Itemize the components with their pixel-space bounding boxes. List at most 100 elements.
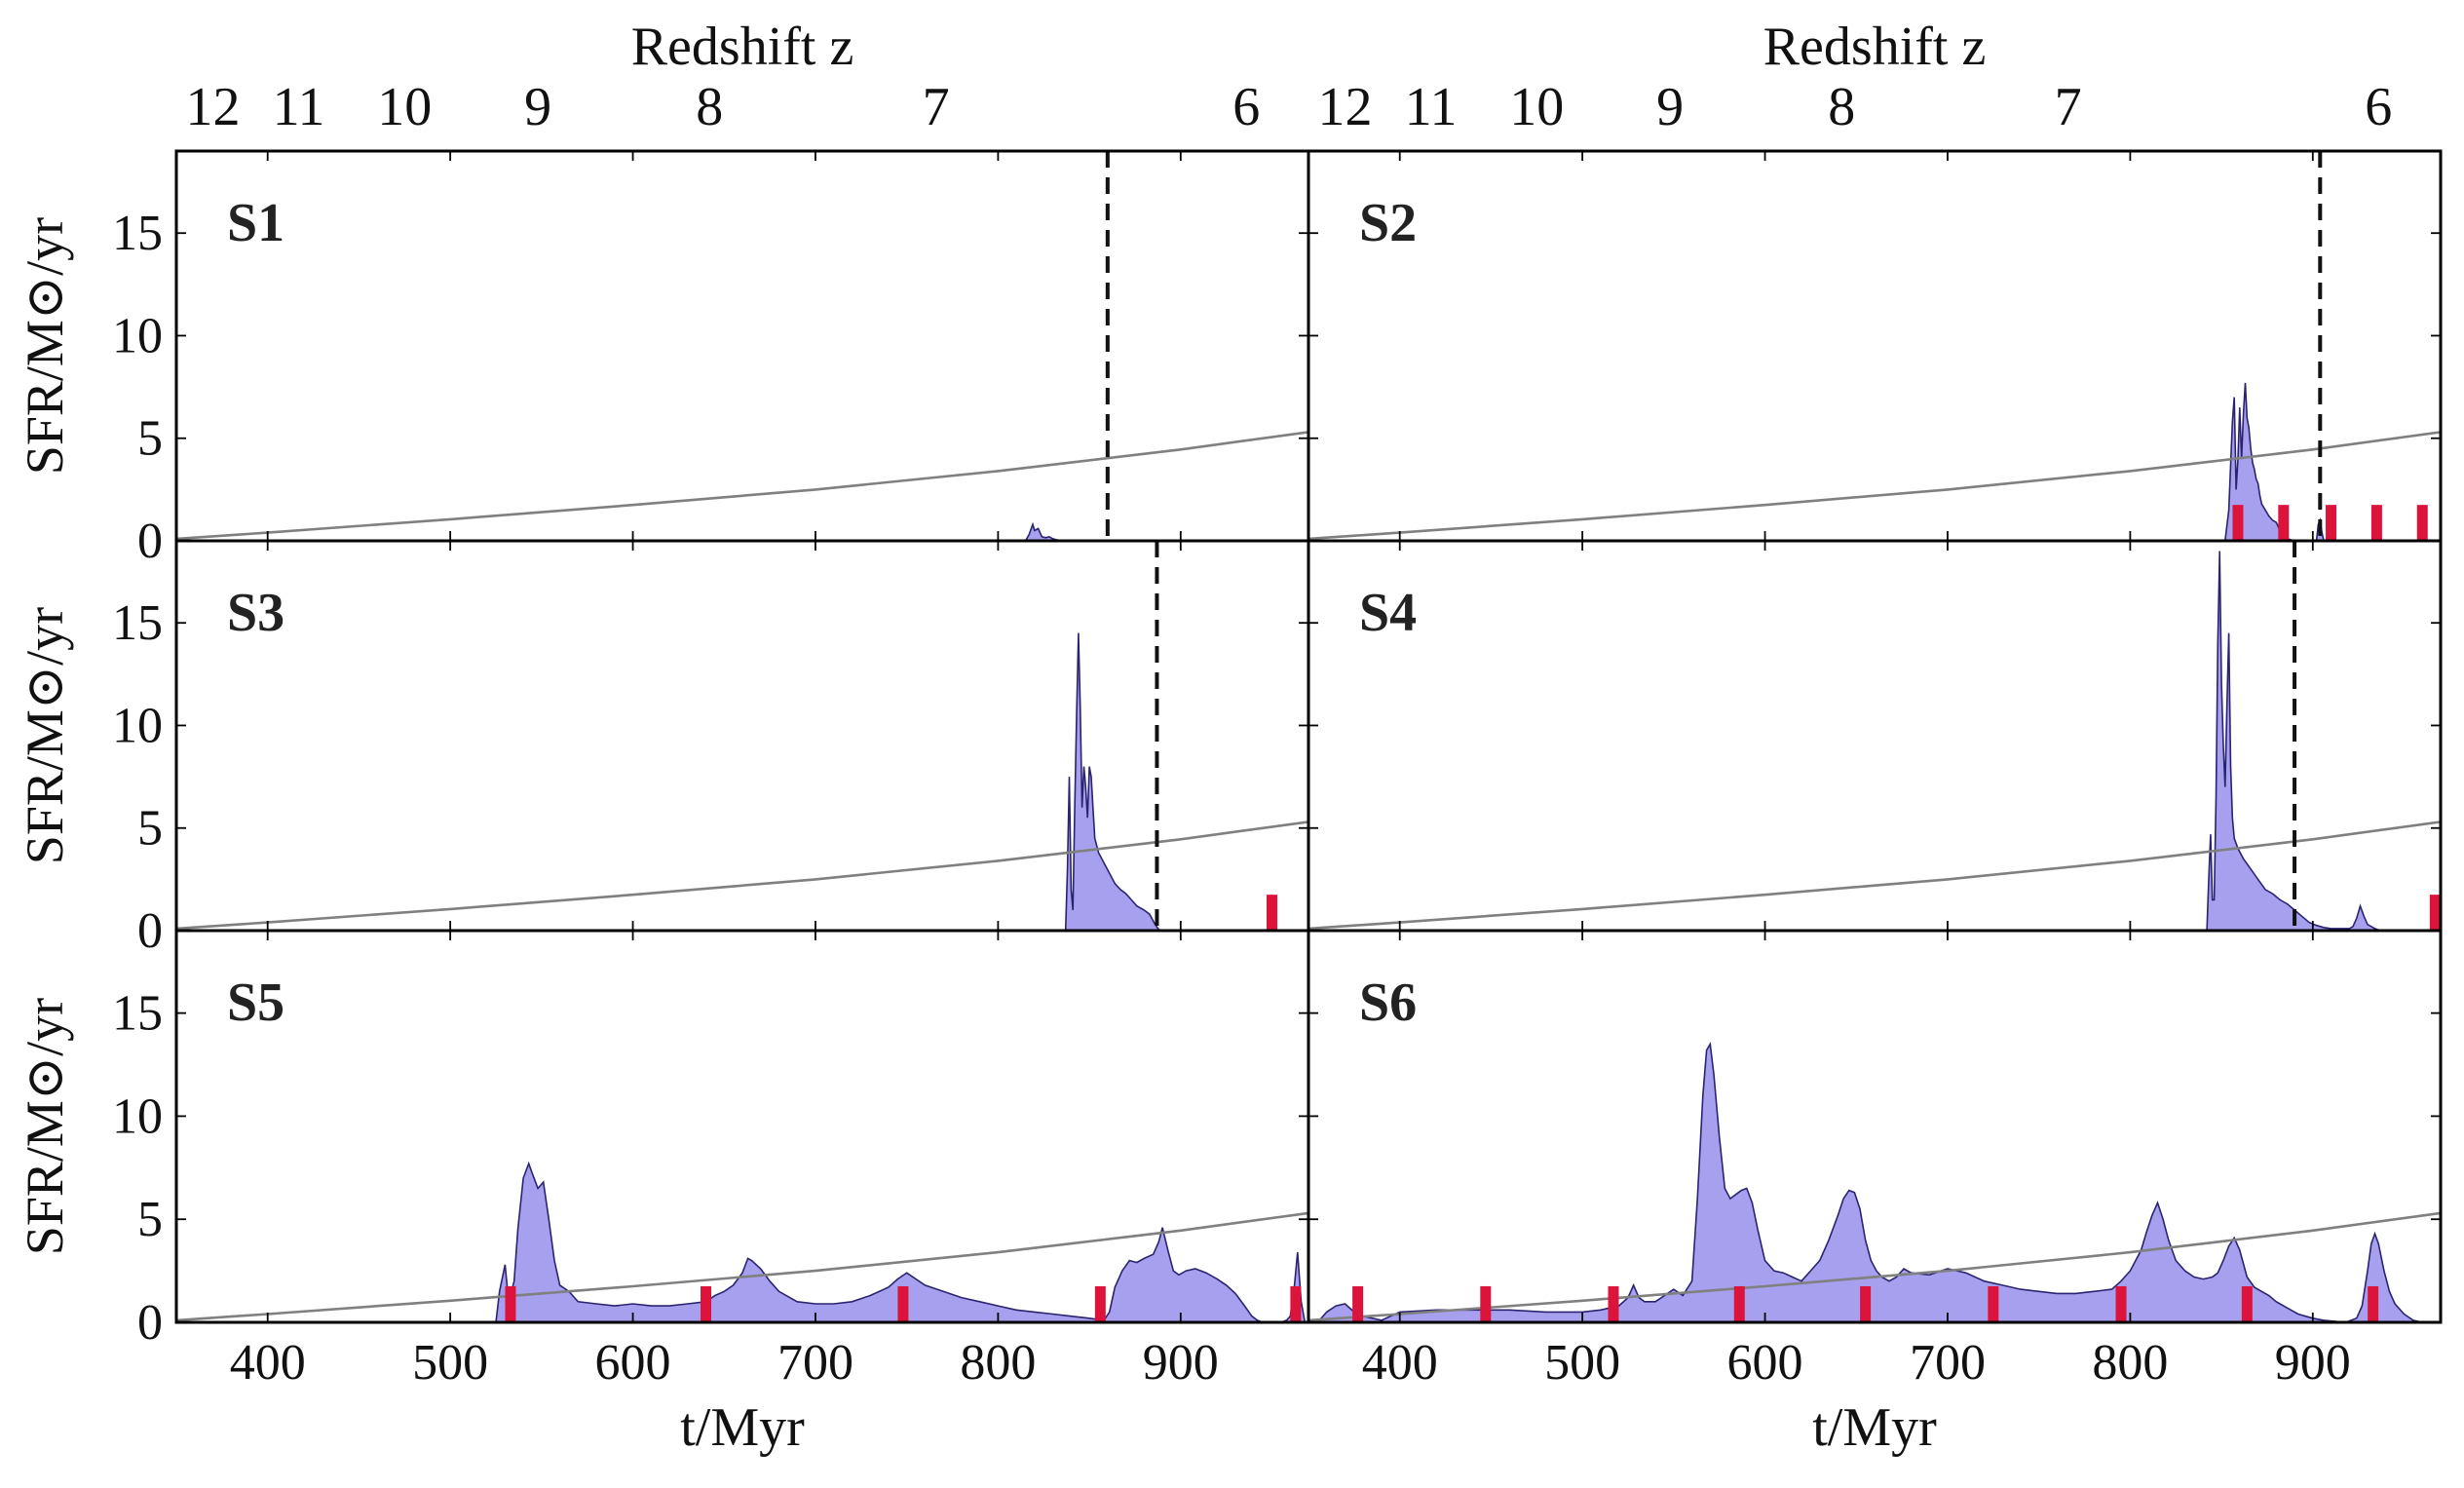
top-axis-title: Redshift z — [631, 17, 854, 77]
y-tick-label: 10 — [112, 698, 163, 753]
y-tick-label: 10 — [112, 308, 163, 363]
redshift-tick-label: 12 — [185, 77, 240, 137]
merger-marker — [1094, 1285, 1106, 1322]
sfr-line — [2206, 551, 2381, 931]
merger-marker — [2416, 505, 2428, 541]
redshift-tick-label: 8 — [1828, 77, 1855, 137]
reference-curve — [1308, 1211, 2441, 1322]
x-tick-label: 700 — [1910, 1335, 1986, 1391]
merger-marker — [2429, 895, 2441, 931]
merger-marker — [2278, 505, 2290, 541]
merger-marker — [2115, 1285, 2127, 1322]
panel-s5: S5 — [174, 929, 1310, 1324]
x-tick-label: 400 — [1362, 1335, 1438, 1391]
panel-frame — [174, 149, 1310, 543]
redshift-tick-label: 10 — [1509, 77, 1564, 137]
y-tick-label: 15 — [112, 595, 163, 651]
panel-s6: S6 — [1307, 929, 2443, 1324]
reference-curve — [176, 431, 1308, 541]
reference-curve — [176, 1211, 1308, 1322]
merger-marker — [505, 1285, 516, 1322]
merger-marker — [2368, 1285, 2379, 1322]
sfr-area — [1025, 524, 1072, 541]
x-axis-title: t/Myr — [1812, 1397, 1937, 1458]
sfr-area — [1317, 1044, 2423, 1322]
sfr-line — [1064, 632, 1163, 931]
y-tick-label: 15 — [112, 206, 163, 261]
redshift-tick-label: 12 — [1317, 77, 1372, 137]
merger-marker — [1267, 895, 1278, 931]
merger-marker — [2326, 505, 2337, 541]
panel-label: S2 — [1359, 193, 1417, 253]
sfr-area — [1065, 632, 1163, 931]
panel-s4: S4 — [1307, 539, 2443, 933]
merger-marker — [1988, 1285, 1999, 1322]
y-tick-label: 10 — [112, 1088, 163, 1144]
merger-marker — [2241, 1285, 2253, 1322]
panel-frame — [174, 539, 1310, 933]
x-tick-label: 400 — [230, 1335, 306, 1391]
merger-marker — [1608, 1285, 1619, 1322]
merger-marker — [1290, 1285, 1302, 1322]
top-axis-title: Redshift z — [1763, 17, 1987, 77]
y-tick-label: 5 — [137, 1192, 163, 1247]
y-tick-label: 5 — [137, 801, 163, 857]
merger-marker — [701, 1285, 712, 1322]
redshift-tick-label: 6 — [1232, 77, 1260, 137]
x-axis-title: t/Myr — [680, 1397, 805, 1458]
redshift-tick-label: 9 — [524, 77, 551, 137]
x-tick-label: 600 — [595, 1335, 671, 1391]
plot-layer: S1 0 5 10 15 SFR/M⊙/yr 12 11 10 9 8 7 6 S2 12 11 10 9 8 7 6 S… — [16, 17, 2443, 1458]
y-tick-label: 5 — [137, 411, 163, 467]
y-axis-title: SFR/M⊙/yr — [16, 998, 74, 1255]
merger-marker — [897, 1285, 909, 1322]
redshift-tick-label: 11 — [273, 77, 325, 137]
x-tick-label: 700 — [777, 1335, 853, 1391]
sfr-line — [495, 1161, 1307, 1322]
redshift-tick-label: 11 — [1405, 77, 1458, 137]
y-tick-label: 15 — [112, 986, 163, 1042]
panel-frame — [1307, 929, 2443, 1324]
reference-curve — [1308, 431, 2441, 541]
y-axis-title: SFR/M⊙/yr — [16, 217, 74, 475]
merger-marker — [1860, 1285, 1872, 1322]
reference-curve — [176, 820, 1308, 931]
panel-plot-area — [176, 1161, 1308, 1322]
x-tick-label: 900 — [1143, 1335, 1219, 1391]
redshift-tick-label: 9 — [1656, 77, 1684, 137]
merger-marker — [1352, 1285, 1364, 1322]
y-tick-label: 0 — [137, 903, 163, 959]
y-tick-label: 0 — [137, 1295, 163, 1351]
y-tick-label: 0 — [137, 514, 163, 569]
x-tick-label: 900 — [2275, 1335, 2351, 1391]
panel-plot-area — [1308, 151, 2441, 541]
x-tick-label: 600 — [1727, 1335, 1803, 1391]
panel-plot-area — [176, 541, 1308, 931]
panel-plot-area — [176, 151, 1308, 541]
panel-label: S3 — [227, 583, 284, 643]
redshift-tick-label: 8 — [696, 77, 723, 137]
x-tick-label: 800 — [960, 1335, 1036, 1391]
merger-marker — [2370, 505, 2382, 541]
panel-label: S1 — [227, 193, 284, 253]
panel-s2: S2 — [1307, 149, 2443, 543]
panel-frame — [1307, 539, 2443, 933]
panel-label: S5 — [227, 973, 284, 1033]
panel-frame — [1307, 149, 2443, 543]
redshift-tick-label: 10 — [377, 77, 432, 137]
panel-plot-area — [1308, 1041, 2441, 1322]
sfr-area — [2207, 551, 2381, 931]
redshift-tick-label: 7 — [2055, 77, 2082, 137]
sfr-area — [2224, 382, 2325, 541]
reference-curve — [1308, 820, 2441, 931]
merger-marker — [2232, 505, 2244, 541]
panel-s3: S3 — [174, 539, 1310, 933]
merger-marker — [1733, 1285, 1745, 1322]
panel-s1: S1 — [174, 149, 1310, 543]
y-axis-title: SFR/M⊙/yr — [16, 607, 74, 864]
panel-label: S6 — [1359, 973, 1417, 1033]
x-tick-label: 500 — [1544, 1335, 1620, 1391]
merger-marker — [1480, 1285, 1492, 1322]
redshift-tick-label: 7 — [923, 77, 950, 137]
